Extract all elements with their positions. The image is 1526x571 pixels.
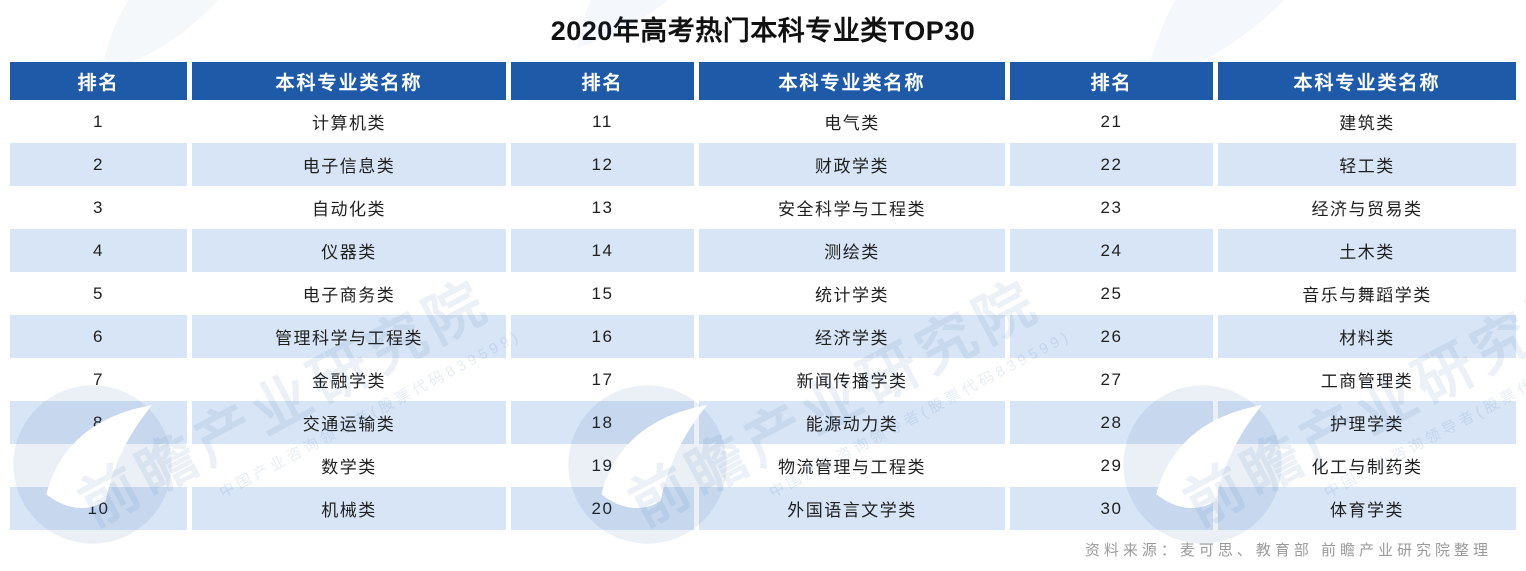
- major-name-cell: 数学类: [192, 444, 506, 487]
- column-header-major-name: 本科专业类名称: [699, 62, 1005, 100]
- rank-cell: 6: [10, 315, 187, 358]
- major-name-cell: 外国语言文学类: [699, 487, 1005, 530]
- major-name-cell: 新闻传播学类: [699, 358, 1005, 401]
- column-header-rank: 排名: [10, 62, 187, 100]
- table-row: 6 管理科学与工程类 16 经济学类 26 材料类: [10, 315, 1516, 358]
- column-header-major-name: 本科专业类名称: [1218, 62, 1516, 100]
- rank-cell: 24: [1010, 229, 1213, 272]
- rank-cell: 9: [10, 444, 187, 487]
- major-name-cell: 财政学类: [699, 143, 1005, 186]
- column-header-rank: 排名: [1010, 62, 1213, 100]
- major-name-cell: 化工与制药类: [1218, 444, 1516, 487]
- major-name-cell: 金融学类: [192, 358, 506, 401]
- rank-cell: 29: [1010, 444, 1213, 487]
- rank-cell: 30: [1010, 487, 1213, 530]
- major-name-cell: 能源动力类: [699, 401, 1005, 444]
- rank-cell: 10: [10, 487, 187, 530]
- rank-cell: 3: [10, 186, 187, 229]
- rank-cell: 16: [511, 315, 694, 358]
- major-name-cell: 测绘类: [699, 229, 1005, 272]
- major-name-cell: 音乐与舞蹈学类: [1218, 272, 1516, 315]
- major-name-cell: 工商管理类: [1218, 358, 1516, 401]
- rank-cell: 17: [511, 358, 694, 401]
- major-name-cell: 管理科学与工程类: [192, 315, 506, 358]
- major-name-cell: 计算机类: [192, 100, 506, 143]
- top30-majors-table: 排名 本科专业类名称 排名 本科专业类名称 排名 本科专业类名称 1 计算机类 11 电气类 21…: [5, 62, 1521, 530]
- rank-cell: 26: [1010, 315, 1213, 358]
- table-row: 9 数学类 19 物流管理与工程类 29 化工与制药类: [10, 444, 1516, 487]
- major-name-cell: 统计学类: [699, 272, 1005, 315]
- rank-cell: 28: [1010, 401, 1213, 444]
- major-name-cell: 土木类: [1218, 229, 1516, 272]
- rank-cell: 27: [1010, 358, 1213, 401]
- rank-cell: 25: [1010, 272, 1213, 315]
- table-row: 3 自动化类 13 安全科学与工程类 23 经济与贸易类: [10, 186, 1516, 229]
- rank-cell: 15: [511, 272, 694, 315]
- major-name-cell: 机械类: [192, 487, 506, 530]
- rank-cell: 14: [511, 229, 694, 272]
- rank-cell: 20: [511, 487, 694, 530]
- column-header-major-name: 本科专业类名称: [192, 62, 506, 100]
- major-name-cell: 轻工类: [1218, 143, 1516, 186]
- rank-cell: 11: [511, 100, 694, 143]
- rank-cell: 18: [511, 401, 694, 444]
- rank-cell: 8: [10, 401, 187, 444]
- rank-cell: 21: [1010, 100, 1213, 143]
- major-name-cell: 体育学类: [1218, 487, 1516, 530]
- rank-cell: 12: [511, 143, 694, 186]
- rank-cell: 2: [10, 143, 187, 186]
- table-body: 1 计算机类 11 电气类 21 建筑类 2 电子信息类 12 财政学类 22 轻工类 3 自动化类 13 安…: [10, 100, 1516, 530]
- table-row: 10 机械类 20 外国语言文学类 30 体育学类: [10, 487, 1516, 530]
- rank-cell: 7: [10, 358, 187, 401]
- header-row: 排名 本科专业类名称 排名 本科专业类名称 排名 本科专业类名称: [10, 62, 1516, 100]
- major-name-cell: 经济与贸易类: [1218, 186, 1516, 229]
- major-name-cell: 护理学类: [1218, 401, 1516, 444]
- major-name-cell: 材料类: [1218, 315, 1516, 358]
- table-row: 5 电子商务类 15 统计学类 25 音乐与舞蹈学类: [10, 272, 1516, 315]
- rank-cell: 19: [511, 444, 694, 487]
- major-name-cell: 电子信息类: [192, 143, 506, 186]
- table-row: 1 计算机类 11 电气类 21 建筑类: [10, 100, 1516, 143]
- table-header: 排名 本科专业类名称 排名 本科专业类名称 排名 本科专业类名称: [10, 62, 1516, 100]
- table-row: 8 交通运输类 18 能源动力类 28 护理学类: [10, 401, 1516, 444]
- table-row: 7 金融学类 17 新闻传播学类 27 工商管理类: [10, 358, 1516, 401]
- major-name-cell: 建筑类: [1218, 100, 1516, 143]
- rank-cell: 23: [1010, 186, 1213, 229]
- page-title: 2020年高考热门本科专业类TOP30: [550, 16, 976, 46]
- rank-cell: 5: [10, 272, 187, 315]
- table-row: 2 电子信息类 12 财政学类 22 轻工类: [10, 143, 1516, 186]
- major-name-cell: 安全科学与工程类: [699, 186, 1005, 229]
- table-row: 4 仪器类 14 测绘类 24 土木类: [10, 229, 1516, 272]
- major-name-cell: 物流管理与工程类: [699, 444, 1005, 487]
- rank-cell: 22: [1010, 143, 1213, 186]
- rank-cell: 1: [10, 100, 187, 143]
- rank-cell: 13: [511, 186, 694, 229]
- major-name-cell: 电子商务类: [192, 272, 506, 315]
- column-header-rank: 排名: [511, 62, 694, 100]
- rank-cell: 4: [10, 229, 187, 272]
- major-name-cell: 电气类: [699, 100, 1005, 143]
- major-name-cell: 自动化类: [192, 186, 506, 229]
- major-name-cell: 仪器类: [192, 229, 506, 272]
- data-source-note: 资料来源：麦可思、教育部 前瞻产业研究院整理: [1084, 542, 1492, 559]
- major-name-cell: 经济学类: [699, 315, 1005, 358]
- major-name-cell: 交通运输类: [192, 401, 506, 444]
